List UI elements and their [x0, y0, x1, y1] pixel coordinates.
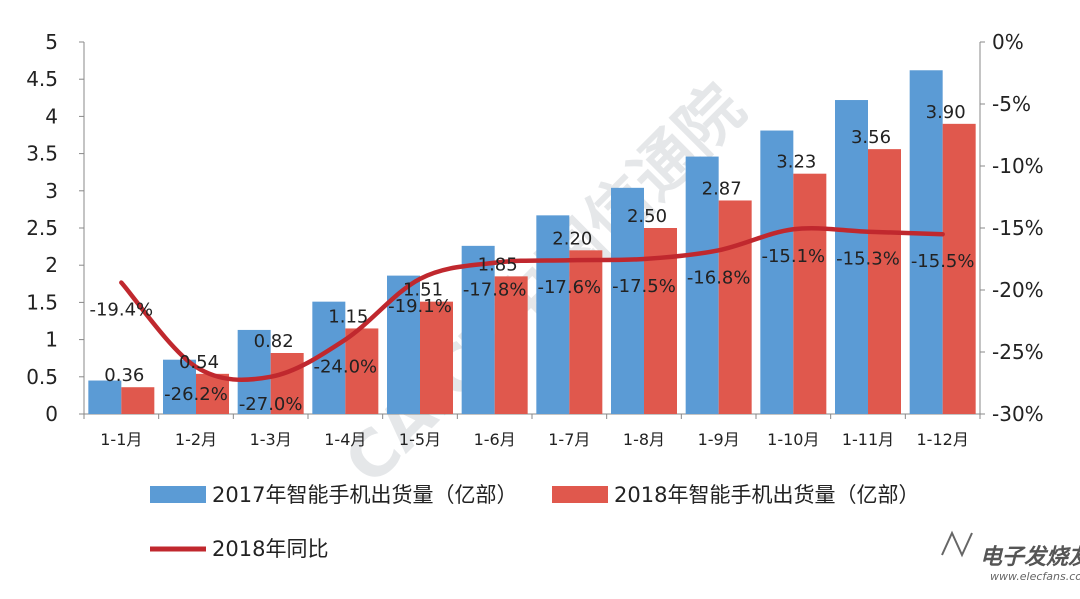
bar-2018-data-label: 1.85	[478, 254, 518, 275]
labels-layer: 0.36 0.54 0.82 1.15 1.51 1.85 2.20 2.50 2.87 3.23…	[89, 102, 974, 415]
left-tick-label: 1	[45, 328, 58, 352]
bar-2017	[611, 187, 644, 414]
bar-2018	[345, 328, 379, 414]
yoy-data-label: -19.4%	[89, 300, 153, 321]
x-tick-label: 1-7月	[548, 430, 590, 449]
yoy-data-label: -15.1%	[761, 246, 825, 267]
x-tick-label: 1-2月	[175, 430, 217, 449]
bar-2017	[163, 359, 196, 414]
bar-2018	[494, 276, 528, 414]
bar-2018	[868, 149, 901, 415]
bars-layer	[88, 70, 976, 415]
bar-2018-data-label: 2.20	[552, 228, 592, 249]
yoy-line	[119, 225, 945, 382]
yoy-data-label: -19.1%	[388, 296, 452, 317]
legend-label-2018: 2018年智能手机出货量（亿部）	[614, 483, 919, 507]
yoy-data-label: -17.5%	[612, 276, 676, 297]
bar-2017	[760, 130, 794, 414]
bar-2017	[909, 70, 943, 414]
x-tick-label: 1-10月	[767, 430, 819, 449]
bar-2018-data-label: 1.51	[403, 280, 443, 301]
x-tick-label: 1-3月	[250, 430, 292, 449]
left-tick-label: 4	[45, 104, 58, 128]
bar-2018-data-label: 0.36	[104, 365, 144, 386]
x-tick-label: 1-12月	[917, 430, 969, 449]
yoy-data-label: -24.0%	[313, 357, 377, 378]
left-tick-label: 3.5	[26, 142, 58, 166]
bar-2018-data-label: 3.56	[851, 127, 891, 148]
line-layer	[119, 225, 945, 382]
bar-2018	[196, 373, 229, 414]
bar-2018-data-label: 0.82	[254, 331, 294, 352]
bar-2018	[942, 123, 976, 414]
x-tick-label: 1-5月	[399, 430, 441, 449]
bar-2017	[88, 380, 122, 414]
bar-2017	[237, 329, 271, 414]
right-tick-label: -5%	[992, 92, 1031, 116]
x-tick-label: 1-1月	[100, 430, 142, 449]
legend: 2017年智能手机出货量（亿部） 2018年智能手机出货量（亿部） 2018年同比	[150, 483, 919, 561]
bar-2018-data-label: 3.23	[776, 152, 816, 173]
left-tick-label: 2.5	[26, 216, 58, 240]
x-tick-label: 1-4月	[324, 430, 366, 449]
left-tick-label: 3	[45, 179, 58, 203]
brand-lightning-icon	[941, 530, 973, 558]
bar-2018	[793, 173, 827, 414]
x-tick-label: 1-6月	[474, 430, 516, 449]
brand-url: www.elecfans.com	[990, 570, 1080, 583]
legend-label-yoy: 2018年同比	[212, 537, 328, 561]
yoy-data-label: -15.5%	[911, 251, 975, 272]
bar-2018-data-label: 2.87	[702, 178, 742, 199]
right-tick-label: -25%	[992, 340, 1044, 364]
bar-2018	[718, 200, 752, 414]
yoy-data-label: -16.8%	[687, 267, 751, 288]
left-tick-label: 0	[45, 402, 58, 426]
left-tick-label: 0.5	[26, 365, 58, 389]
bar-2017	[835, 100, 868, 415]
left-tick-label: 5	[45, 30, 58, 54]
bar-2017	[461, 245, 495, 414]
left-tick-label: 2	[45, 253, 58, 277]
right-tick-label: -10%	[992, 154, 1044, 178]
legend-swatch-2017	[150, 486, 206, 503]
x-tick-label: 1-8月	[623, 430, 665, 449]
bar-2017	[536, 215, 570, 414]
x-tick-label: 1-11月	[842, 430, 894, 449]
yoy-data-label: -17.6%	[537, 277, 601, 298]
right-tick-label: -20%	[992, 278, 1044, 302]
axes-layer: 0 0.5 1 1.5 2 2.5 3 3.5 4 4.5 5 0% -5% -10% -15% -20% -2…	[26, 30, 1043, 449]
yoy-data-label: -15.3%	[836, 249, 900, 270]
bar-2017	[685, 156, 719, 415]
bar-2018-data-label: 0.54	[179, 352, 219, 373]
left-tick-label: 4.5	[26, 67, 58, 91]
legend-label-2017: 2017年智能手机出货量（亿部）	[212, 483, 517, 507]
bar-2018-data-label: 3.90	[926, 102, 966, 123]
brand-name: 电子发烧友	[980, 544, 1080, 570]
right-tick-label: 0%	[992, 30, 1024, 54]
bar-2018-data-label: 1.15	[328, 306, 368, 327]
yoy-data-label: -27.0%	[239, 394, 303, 415]
yoy-data-label: -26.2%	[164, 384, 228, 405]
bar-2018	[270, 352, 304, 414]
right-tick-label: -30%	[992, 402, 1044, 426]
bar-2018	[420, 301, 453, 414]
left-tick-label: 1.5	[26, 290, 58, 314]
bar-2018-data-label: 2.50	[627, 206, 667, 227]
x-tick-label: 1-9月	[698, 430, 740, 449]
bar-2018	[569, 250, 603, 414]
legend-swatch-2018	[552, 486, 608, 503]
right-tick-label: -15%	[992, 216, 1044, 240]
yoy-data-label: -17.8%	[463, 280, 527, 301]
bar-2018	[121, 387, 155, 414]
